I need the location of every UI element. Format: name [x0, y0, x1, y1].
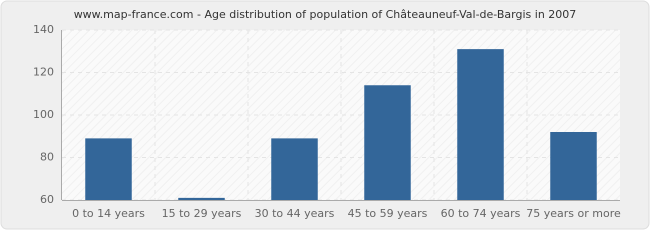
bar	[271, 138, 318, 200]
bar	[178, 197, 225, 200]
y-tick-label: 100	[33, 108, 54, 121]
bar	[85, 138, 132, 200]
chart-title: www.map-france.com - Age distribution of…	[74, 8, 577, 21]
x-tick-label: 45 to 59 years	[348, 207, 428, 220]
x-tick-label: 15 to 29 years	[162, 207, 242, 220]
bar	[550, 132, 597, 200]
chart: www.map-france.com - Age distribution of…	[0, 0, 650, 230]
bar	[364, 85, 411, 200]
y-tick-label: 120	[33, 66, 54, 79]
y-tick-label: 60	[40, 193, 54, 206]
y-tick-label: 80	[40, 151, 54, 164]
x-tick-label: 30 to 44 years	[255, 207, 335, 220]
x-tick-label: 60 to 74 years	[441, 207, 521, 220]
x-tick-label: 75 years or more	[526, 207, 621, 220]
y-tick-label: 140	[33, 23, 54, 36]
bar	[457, 49, 504, 200]
x-tick-label: 0 to 14 years	[72, 207, 145, 220]
